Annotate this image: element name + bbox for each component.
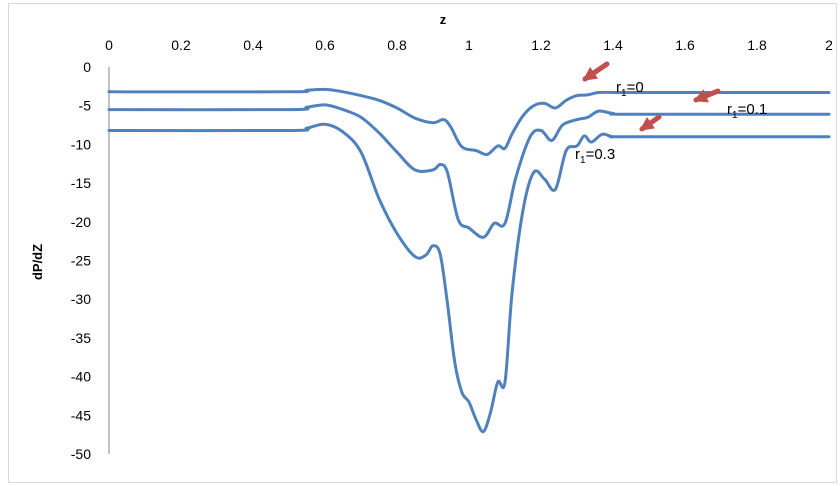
- y-tick-label: -15: [71, 175, 91, 191]
- annotation-arrow-2: [639, 114, 662, 132]
- x-tick-label: 1.4: [603, 37, 623, 53]
- y-tick-label: -10: [71, 136, 91, 152]
- y-tick-label: -30: [71, 291, 91, 307]
- series-line-0: [107, 87, 831, 157]
- series-line-1: [107, 103, 831, 239]
- annotation-label-0: r1=0: [616, 79, 644, 99]
- x-tick-label: 1: [465, 37, 473, 53]
- x-tick-label: 0.8: [387, 37, 407, 53]
- x-tick-label: 0.6: [315, 37, 335, 53]
- x-axis-ticks: 0 0.2 0.4 0.6 0.8 1 1.2 1.4 1.6 1.8 2: [105, 37, 833, 53]
- y-axis-ticks: 0 -5 -10 -15 -20 -25 -30 -35 -40 -45 -50: [71, 59, 91, 462]
- annotation-arrow-0: [582, 61, 610, 82]
- y-tick-label: -35: [71, 330, 91, 346]
- series-lines: [107, 87, 831, 434]
- x-tick-label: 1.2: [531, 37, 551, 53]
- y-tick-label: -45: [71, 407, 91, 423]
- annotation-arrow-1: [693, 88, 721, 103]
- x-tick-label: 0: [105, 37, 113, 53]
- y-tick-label: -25: [71, 253, 91, 269]
- series-line-2: [107, 122, 831, 434]
- y-axis-title: dP/dZ: [30, 244, 45, 280]
- x-tick-label: 1.8: [747, 37, 767, 53]
- x-tick-label: 1.6: [675, 37, 695, 53]
- x-tick-label: 2: [825, 37, 833, 53]
- annotation-arrows: [582, 61, 721, 132]
- x-axis-title: z: [440, 12, 447, 27]
- x-tick-label: 0.2: [171, 37, 191, 53]
- annotation-labels: r1=0 r1=0.1 r1=0.3: [575, 79, 767, 166]
- annotation-label-2: r1=0.3: [575, 146, 615, 166]
- y-tick-label: 0: [83, 59, 91, 75]
- line-chart: 0 0.2 0.4 0.6 0.8 1 1.2 1.4 1.6 1.8 2 0 -5 -10 -15 -20…: [30, 12, 833, 462]
- annotation-label-1: r1=0.1: [727, 101, 767, 121]
- y-tick-label: -40: [71, 369, 91, 385]
- y-tick-label: -5: [79, 98, 92, 114]
- chart-frame: 0 0.2 0.4 0.6 0.8 1 1.2 1.4 1.6 1.8 2 0 -5 -10 -15 -20…: [8, 3, 837, 483]
- y-tick-label: -20: [71, 214, 91, 230]
- x-tick-label: 0.4: [243, 37, 263, 53]
- y-tick-label: -50: [71, 446, 91, 462]
